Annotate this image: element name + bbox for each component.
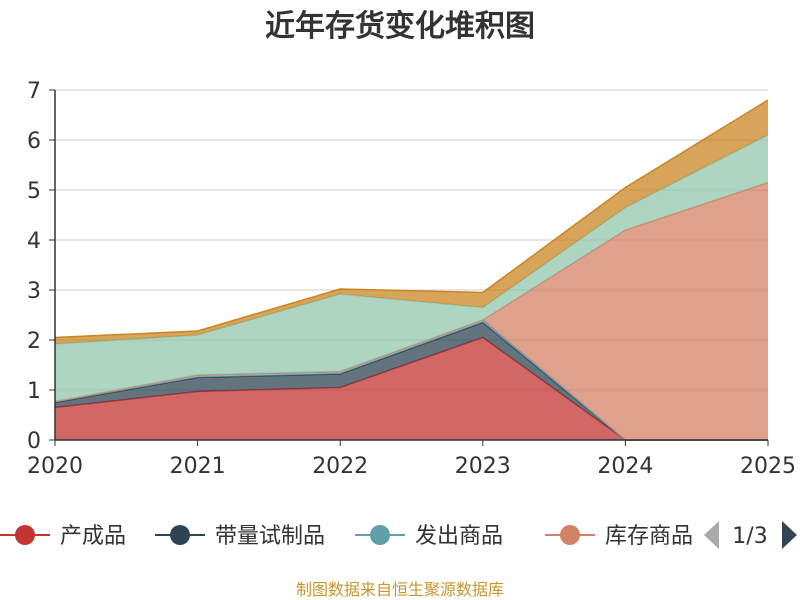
y-tick-label: 4 [27,229,41,254]
legend-prev-arrow-icon[interactable] [704,521,719,549]
y-tick-label: 5 [27,179,41,204]
legend-label: 发出商品 [415,524,503,549]
legend-page-indicator: 1/3 [732,524,767,549]
legend-label: 产成品 [60,524,126,549]
axes: 0 1 2 3 4 5 6 7 2020 2021 2022 2023 2024 2025 [27,79,796,479]
area-series-4 [55,135,768,402]
area-series-line-5 [54,99,769,339]
legend-marker [170,525,190,545]
x-tick-label: 2025 [740,454,796,479]
x-tick-label: 2022 [312,454,368,479]
legend-label: 带量试制品 [215,524,325,549]
legend-item[interactable]: 带量试制品 [155,524,325,549]
y-tick-label: 7 [27,79,41,104]
x-tick-label: 2023 [455,454,511,479]
legend[interactable]: 产成品 带量试制品 发出商品 库存商品 [0,524,693,549]
area-series-3 [55,182,768,440]
legend-marker [560,525,580,545]
x-tick-label: 2020 [27,454,83,479]
legend-item[interactable]: 产成品 [0,524,126,549]
x-tick-label: 2021 [170,454,226,479]
legend-marker [370,525,390,545]
x-tick-label: 2024 [597,454,653,479]
legend-item[interactable]: 发出商品 [355,524,503,549]
legend-next-arrow-icon[interactable] [782,521,797,549]
area-series [54,99,769,441]
area-series-5 [55,100,768,344]
legend-pager[interactable]: 1/3 [704,521,797,549]
legend-label: 库存商品 [605,524,693,549]
y-tick-label: 6 [27,129,41,154]
y-tick-label: 2 [27,329,41,354]
data-source-note: 制图数据来自恒生聚源数据库 [296,580,504,599]
chart-title: 近年存货变化堆积图 [265,9,535,44]
y-tick-label: 3 [27,279,41,304]
legend-marker [15,525,35,545]
y-tick-label: 1 [27,379,41,404]
y-tick-label: 0 [27,429,41,454]
legend-item[interactable]: 库存商品 [545,524,693,549]
